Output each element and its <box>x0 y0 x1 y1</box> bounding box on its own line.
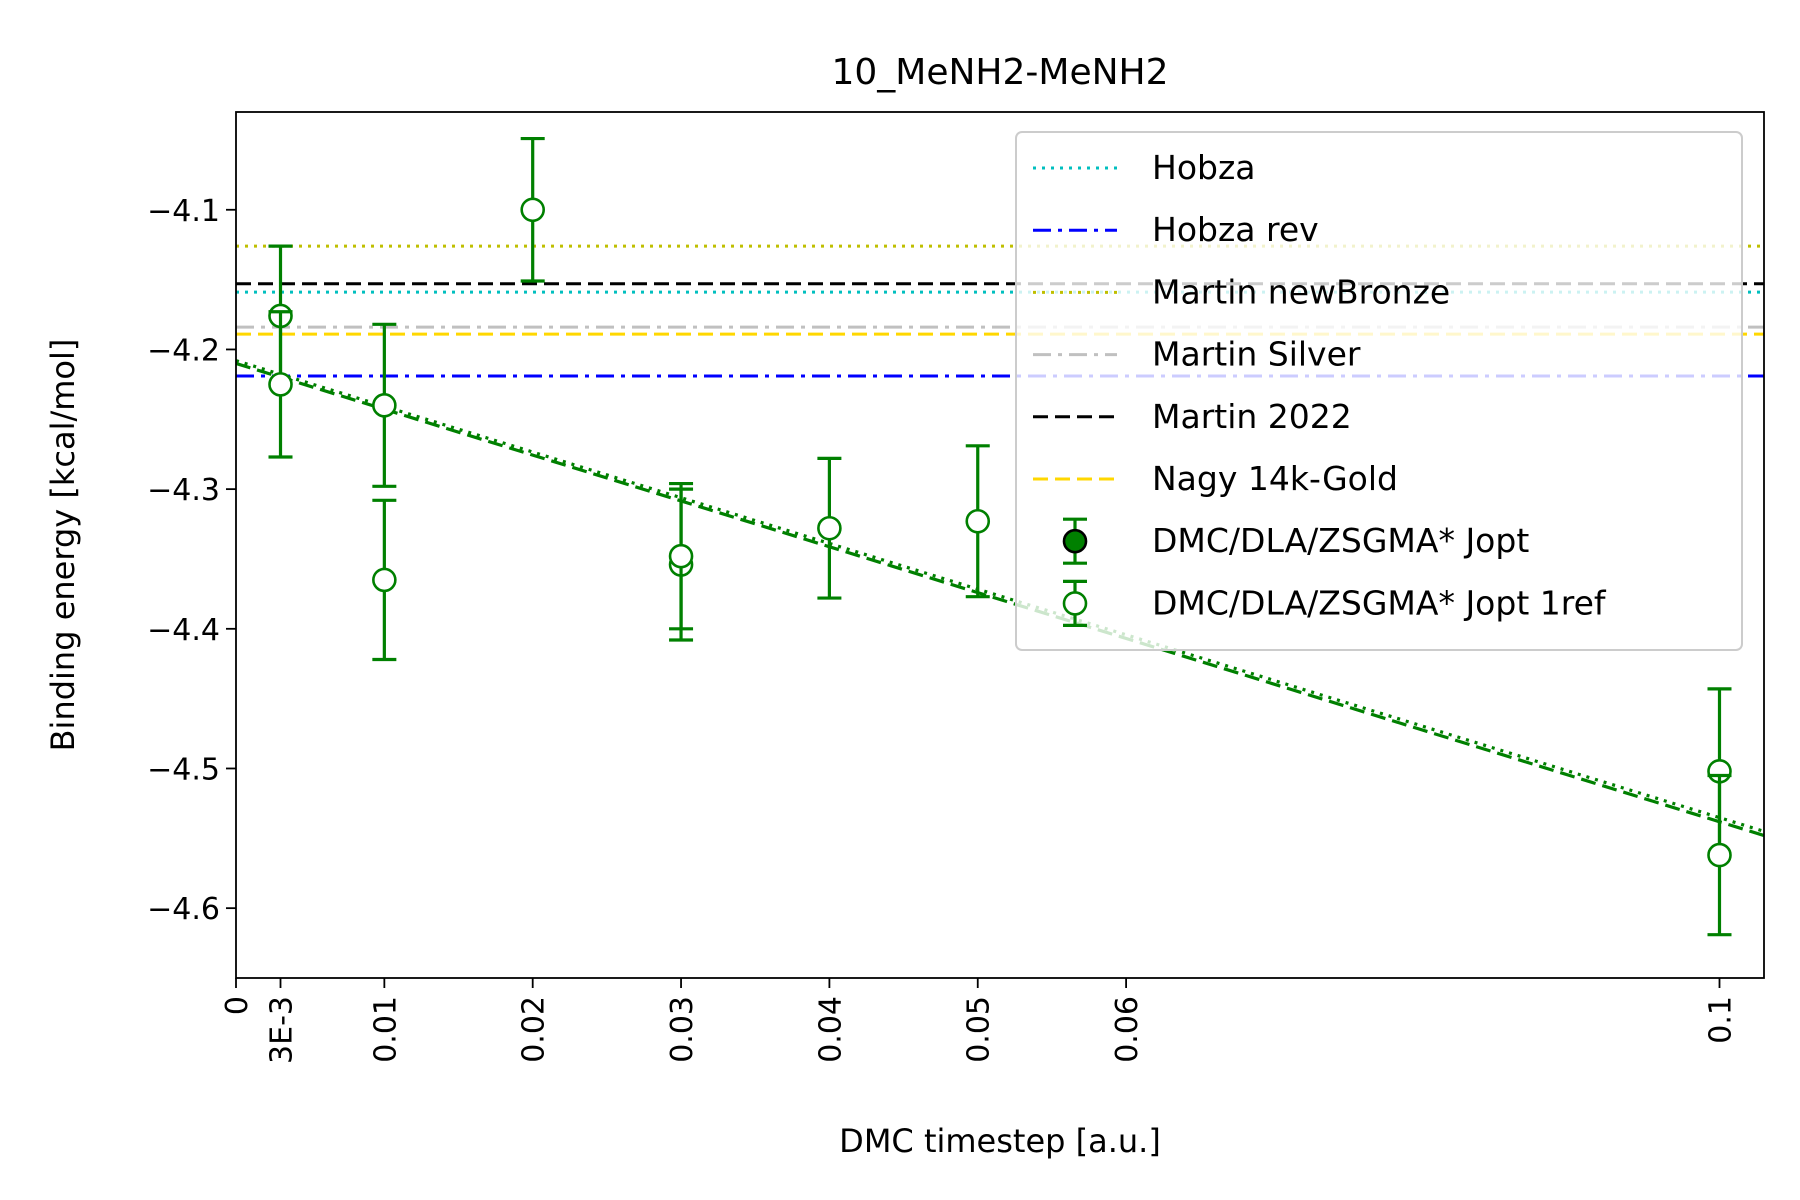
x-tick-label: 0.02 <box>517 996 552 1063</box>
point-marker <box>520 197 545 223</box>
legend-label: DMC/DLA/ZSGMA* Jopt <box>1152 521 1529 560</box>
y-tick-label: −4.2 <box>147 333 220 368</box>
x-tick-label: 0.04 <box>813 996 848 1063</box>
legend-label: Hobza rev <box>1152 210 1319 249</box>
chart-title: 10_MeNH2-MeNH2 <box>831 52 1168 93</box>
data-point <box>1707 773 1732 937</box>
y-tick-label: −4.5 <box>147 752 220 787</box>
fit-lines <box>235 359 1765 838</box>
legend-entry: Hobza <box>1033 148 1256 187</box>
fit-line <box>235 361 1765 838</box>
legend-entry: Hobza rev <box>1033 210 1319 249</box>
legend-label: Nagy 14k-Gold <box>1152 459 1398 498</box>
point-marker <box>372 393 397 418</box>
point-marker <box>372 567 397 593</box>
x-tick-label: 0.06 <box>1110 996 1145 1063</box>
x-tick-label: 0.03 <box>665 996 700 1063</box>
data-point <box>817 456 842 600</box>
data-point <box>965 444 991 599</box>
x-tick-label: 0.01 <box>368 996 403 1063</box>
legend-label: Martin newBronze <box>1152 272 1450 311</box>
data-point <box>668 481 694 631</box>
x-tick-label: 0.1 <box>1703 996 1738 1044</box>
legend-entry: Nagy 14k-Gold <box>1033 459 1398 498</box>
legend: Hobza Hobza rev Martin newBronze Martin Sil… <box>1015 131 1743 651</box>
y-tick-label: −4.3 <box>147 473 220 508</box>
point-marker <box>668 543 694 569</box>
x-tick-label: 0.05 <box>962 996 997 1063</box>
x-tick-label: 0 <box>220 996 255 1015</box>
y-axis-label: Binding energy [kcal/mol] <box>44 339 82 752</box>
y-tick-label: −4.4 <box>147 613 220 648</box>
y-tick-label: −4.1 <box>147 194 220 229</box>
point-marker <box>268 372 293 397</box>
point-marker <box>817 515 842 541</box>
legend-box <box>1015 131 1743 651</box>
legend-entry: Martin newBronze <box>1033 272 1450 311</box>
legend-entry: Martin 2022 <box>1033 397 1352 436</box>
y-tick-label: −4.6 <box>147 892 220 927</box>
legend-marker <box>1062 591 1088 616</box>
data-point <box>372 498 397 662</box>
legend-label: Hobza <box>1152 148 1256 187</box>
point-marker <box>1707 842 1732 868</box>
x-axis-ticks: 0 3E-3 0.01 0.02 0.03 0.04 0.05 0.06 0.1 <box>220 978 1738 1064</box>
legend-label: Martin Silver <box>1152 335 1361 374</box>
data-point <box>520 136 545 283</box>
data-point <box>268 310 293 459</box>
x-tick-label: 3E-3 <box>265 996 300 1064</box>
legend-label: DMC/DLA/ZSGMA* Jopt 1ref <box>1152 583 1607 622</box>
fit-line <box>235 359 1765 833</box>
legend-label: Martin 2022 <box>1152 397 1352 436</box>
y-axis-ticks: −4.1 −4.2 −4.3 −4.4 −4.5 −4.6 <box>147 194 236 927</box>
data-points <box>268 136 1732 937</box>
legend-entry: Martin Silver <box>1033 335 1361 374</box>
plot-frame <box>235 111 1765 979</box>
point-marker <box>965 508 991 534</box>
x-axis-label: DMC timestep [a.u.] <box>839 1122 1161 1160</box>
data-point <box>372 322 397 488</box>
legend-marker <box>1062 528 1088 554</box>
legend-entry: DMC/DLA/ZSGMA* Jopt <box>1062 517 1529 565</box>
legend-entry: DMC/DLA/ZSGMA* Jopt 1ref <box>1062 579 1607 628</box>
